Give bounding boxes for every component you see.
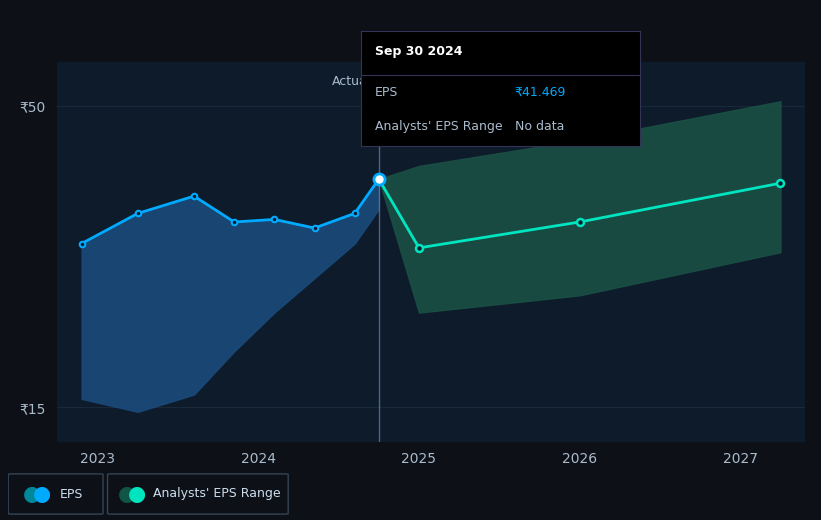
Text: Analysts' EPS Range: Analysts' EPS Range: [153, 488, 280, 500]
Text: Analysts' EPS Range: Analysts' EPS Range: [375, 121, 502, 134]
Text: ●: ●: [22, 484, 41, 504]
FancyBboxPatch shape: [108, 474, 288, 514]
Text: EPS: EPS: [60, 488, 84, 500]
Text: ●: ●: [33, 484, 51, 504]
Text: Analysts Forecasts: Analysts Forecasts: [387, 75, 503, 88]
Text: ●: ●: [117, 484, 135, 504]
Text: ₹41.469: ₹41.469: [515, 86, 566, 99]
Text: Sep 30 2024: Sep 30 2024: [375, 45, 463, 58]
Text: No data: No data: [515, 121, 564, 134]
Text: EPS: EPS: [375, 86, 398, 99]
Text: Actual: Actual: [332, 75, 371, 88]
FancyBboxPatch shape: [8, 474, 103, 514]
Text: ●: ●: [128, 484, 146, 504]
